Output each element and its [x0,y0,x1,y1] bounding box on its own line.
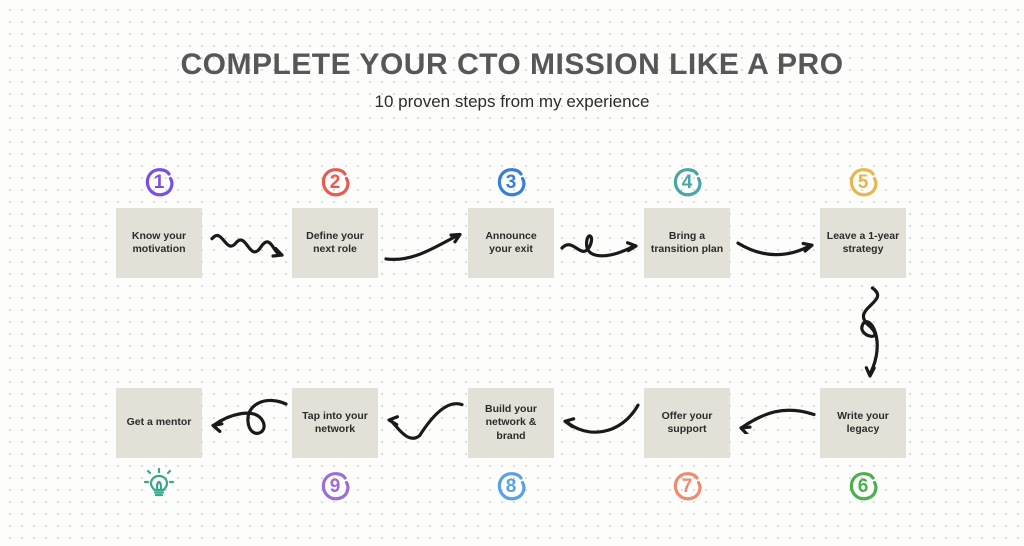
step-badge-8: 8 [495,470,527,502]
arrow-a67 [734,404,818,439]
step-card-6: Write your legacy [820,388,906,458]
step-card-5: Leave a 1-year strategy [820,208,906,278]
arrow-a910 [206,394,290,449]
arrow-a34 [558,226,642,271]
step-badge-6: 6 [847,470,879,502]
step-card-7: Offer your support [644,388,730,458]
step-badge-4: 4 [671,166,703,198]
step-badge-3: 3 [495,166,527,198]
arrow-a12 [208,224,288,271]
step-badge-5: 5 [847,166,879,198]
arrow-a78 [558,396,642,447]
step-card-8: Build your network & brand [468,388,554,458]
step-card-10: Get a mentor [116,388,202,458]
step-card-1: Know your motivation [116,208,202,278]
step-badge-2: 2 [319,166,351,198]
step-badge-1: 1 [143,166,175,198]
step-badge-9: 9 [319,470,351,502]
infographic-canvas: Know your motivation 1 Define your next r… [0,0,1024,546]
lightbulb-icon [142,466,176,505]
arrow-a56 [846,284,894,385]
step-card-2: Define your next role [292,208,378,278]
arrow-a89 [382,398,466,447]
arrow-a23 [382,230,466,269]
step-card-9: Tap into your network [292,388,378,458]
step-badge-7: 7 [671,470,703,502]
arrow-a45 [734,234,818,265]
step-card-3: Announce your exit [468,208,554,278]
step-card-4: Bring a transition plan [644,208,730,278]
